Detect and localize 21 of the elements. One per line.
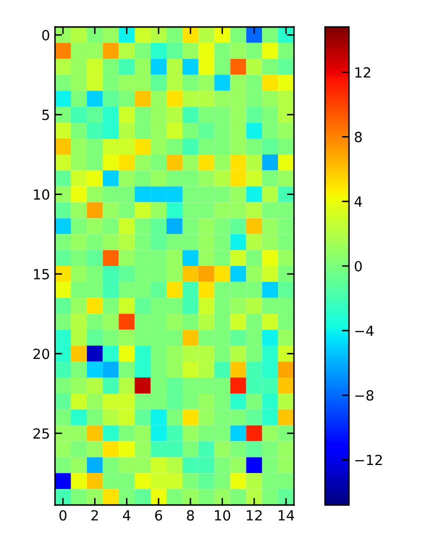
x-tick-label: 10 [214,510,230,521]
y-tick-label: 15 [34,269,49,280]
x-tick-label: 8 [186,510,194,521]
color-bar-label: 0 [354,260,362,272]
x-tick-label: 6 [155,510,162,521]
x-tick-label: 2 [91,510,98,520]
x-tick-label: 4 [122,510,130,520]
color-bar-label: −12 [355,454,382,466]
y-tick-label: 0 [42,30,50,40]
y-tick-label: 20 [33,348,50,360]
y-tick-label: 5 [42,110,49,120]
x-tick-label: 12 [246,510,262,520]
color-bar-label: −8 [355,390,374,401]
x-tick-label: 14 [278,510,294,520]
color-bar-label: 12 [355,67,370,78]
color-bar-label: 8 [354,132,362,142]
color-bar-label: 4 [354,196,362,207]
color-bar-label: −4 [355,326,374,336]
x-tick-label: 0 [59,510,66,521]
y-tick-label: 25 [33,428,49,439]
y-tick-label: 10 [34,189,50,200]
